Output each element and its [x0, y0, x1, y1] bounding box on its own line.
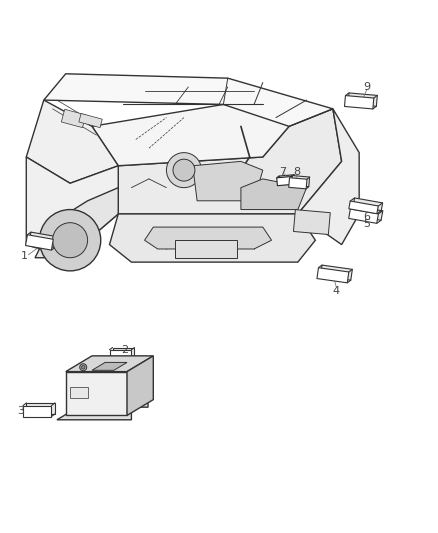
- Polygon shape: [289, 177, 307, 189]
- Polygon shape: [345, 95, 374, 109]
- Text: 2: 2: [121, 345, 128, 355]
- Bar: [293, 209, 330, 235]
- Polygon shape: [26, 100, 118, 183]
- Text: 7: 7: [279, 167, 286, 177]
- Text: 9: 9: [364, 82, 371, 92]
- Polygon shape: [279, 175, 295, 184]
- Polygon shape: [110, 350, 131, 363]
- Polygon shape: [193, 161, 263, 201]
- Polygon shape: [23, 406, 52, 416]
- Bar: [175, 240, 237, 258]
- Circle shape: [173, 159, 195, 181]
- Polygon shape: [66, 356, 153, 372]
- Text: 3: 3: [17, 406, 24, 416]
- Polygon shape: [321, 265, 352, 280]
- Text: 4: 4: [333, 286, 340, 296]
- Text: 1: 1: [21, 251, 28, 261]
- Polygon shape: [118, 109, 342, 214]
- Text: 5: 5: [364, 220, 371, 229]
- Polygon shape: [26, 157, 118, 258]
- Polygon shape: [25, 235, 53, 250]
- Polygon shape: [349, 209, 378, 223]
- Polygon shape: [145, 227, 272, 249]
- Bar: [79, 114, 102, 127]
- Circle shape: [166, 152, 201, 188]
- Polygon shape: [127, 356, 153, 415]
- Polygon shape: [57, 399, 148, 420]
- Polygon shape: [92, 104, 289, 166]
- Polygon shape: [66, 372, 127, 415]
- Polygon shape: [353, 198, 383, 211]
- Circle shape: [81, 366, 85, 369]
- Bar: [70, 387, 88, 398]
- Text: 6: 6: [364, 212, 371, 222]
- Circle shape: [39, 209, 101, 271]
- Polygon shape: [298, 109, 359, 245]
- Polygon shape: [349, 201, 378, 214]
- Polygon shape: [353, 206, 383, 220]
- Polygon shape: [92, 362, 127, 370]
- Polygon shape: [277, 176, 293, 185]
- Polygon shape: [113, 348, 134, 361]
- Bar: [61, 109, 86, 127]
- Polygon shape: [35, 188, 118, 258]
- Polygon shape: [44, 74, 333, 126]
- Polygon shape: [29, 232, 57, 247]
- Polygon shape: [27, 403, 55, 414]
- Text: 8: 8: [293, 167, 300, 177]
- Circle shape: [53, 223, 88, 258]
- Polygon shape: [241, 179, 307, 209]
- Circle shape: [80, 364, 87, 371]
- Polygon shape: [348, 93, 377, 106]
- Polygon shape: [110, 214, 315, 262]
- Polygon shape: [291, 175, 310, 187]
- Polygon shape: [317, 268, 349, 283]
